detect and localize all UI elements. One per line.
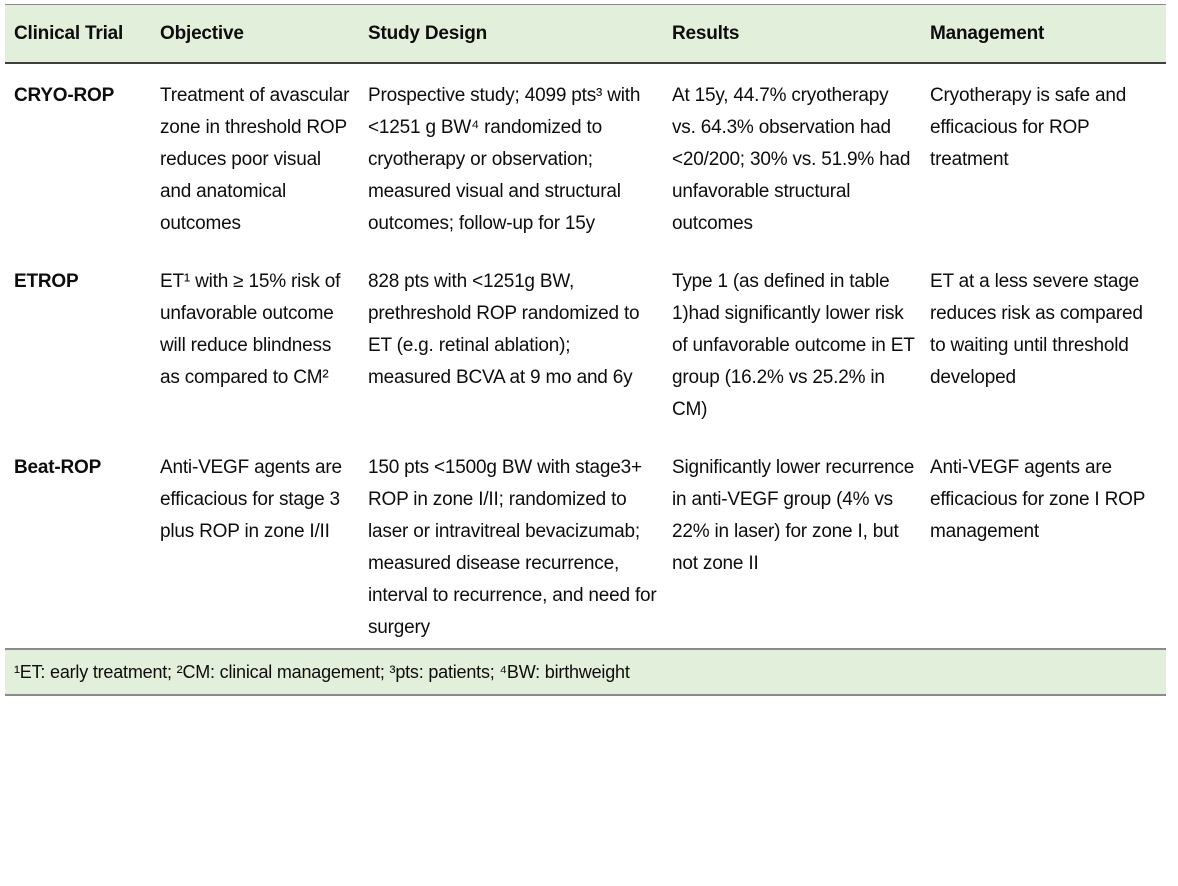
cell-study-design: 828 pts with <1251g BW, prethreshold ROP… — [359, 250, 663, 436]
cell-study-design: 150 pts <1500g BW with stage3+ ROP in zo… — [359, 436, 663, 649]
table-row-beat-rop: Beat-ROP Anti-VEGF agents are efficaciou… — [5, 436, 1166, 649]
table-header: Clinical Trial Objective Study Design Re… — [5, 4, 1166, 64]
cell-results: Significantly lower recurrence in anti-V… — [663, 436, 921, 649]
column-header-results: Results — [663, 4, 921, 64]
column-header-study-design: Study Design — [359, 4, 663, 64]
cell-study-design: Prospective study; 4099 pts³ with <1251 … — [359, 63, 663, 250]
footnote: ¹ET: early treatment; ²CM: clinical mana… — [5, 648, 1166, 696]
column-header-clinical-trial: Clinical Trial — [5, 4, 151, 64]
column-header-management: Management — [921, 4, 1166, 64]
table-row-cryo-rop: CRYO-ROP Treatment of avascular zone in … — [5, 63, 1166, 250]
cell-management: Cryotherapy is safe and efficacious for … — [921, 63, 1166, 250]
cell-objective: Treatment of avascular zone in threshold… — [151, 63, 359, 250]
cell-management: Anti-VEGF agents are efficacious for zon… — [921, 436, 1166, 649]
clinical-trials-table: Clinical Trial Objective Study Design Re… — [5, 4, 1166, 696]
header-row: Clinical Trial Objective Study Design Re… — [5, 4, 1166, 64]
cell-trial-name: Beat-ROP — [5, 436, 151, 649]
column-header-objective: Objective — [151, 4, 359, 64]
cell-trial-name: ETROP — [5, 250, 151, 436]
cell-trial-name: CRYO-ROP — [5, 63, 151, 250]
footnote-row: ¹ET: early treatment; ²CM: clinical mana… — [5, 648, 1166, 696]
table-row-etrop: ETROP ET¹ with ≥ 15% risk of unfavorable… — [5, 250, 1166, 436]
cell-objective: ET¹ with ≥ 15% risk of unfavorable outco… — [151, 250, 359, 436]
cell-objective: Anti-VEGF agents are efficacious for sta… — [151, 436, 359, 649]
cell-management: ET at a less severe stage reduces risk a… — [921, 250, 1166, 436]
table-footer: ¹ET: early treatment; ²CM: clinical mana… — [5, 648, 1166, 696]
cell-results: At 15y, 44.7% cryotherapy vs. 64.3% obse… — [663, 63, 921, 250]
table-body: CRYO-ROP Treatment of avascular zone in … — [5, 63, 1166, 649]
cell-results: Type 1 (as defined in table 1)had signif… — [663, 250, 921, 436]
